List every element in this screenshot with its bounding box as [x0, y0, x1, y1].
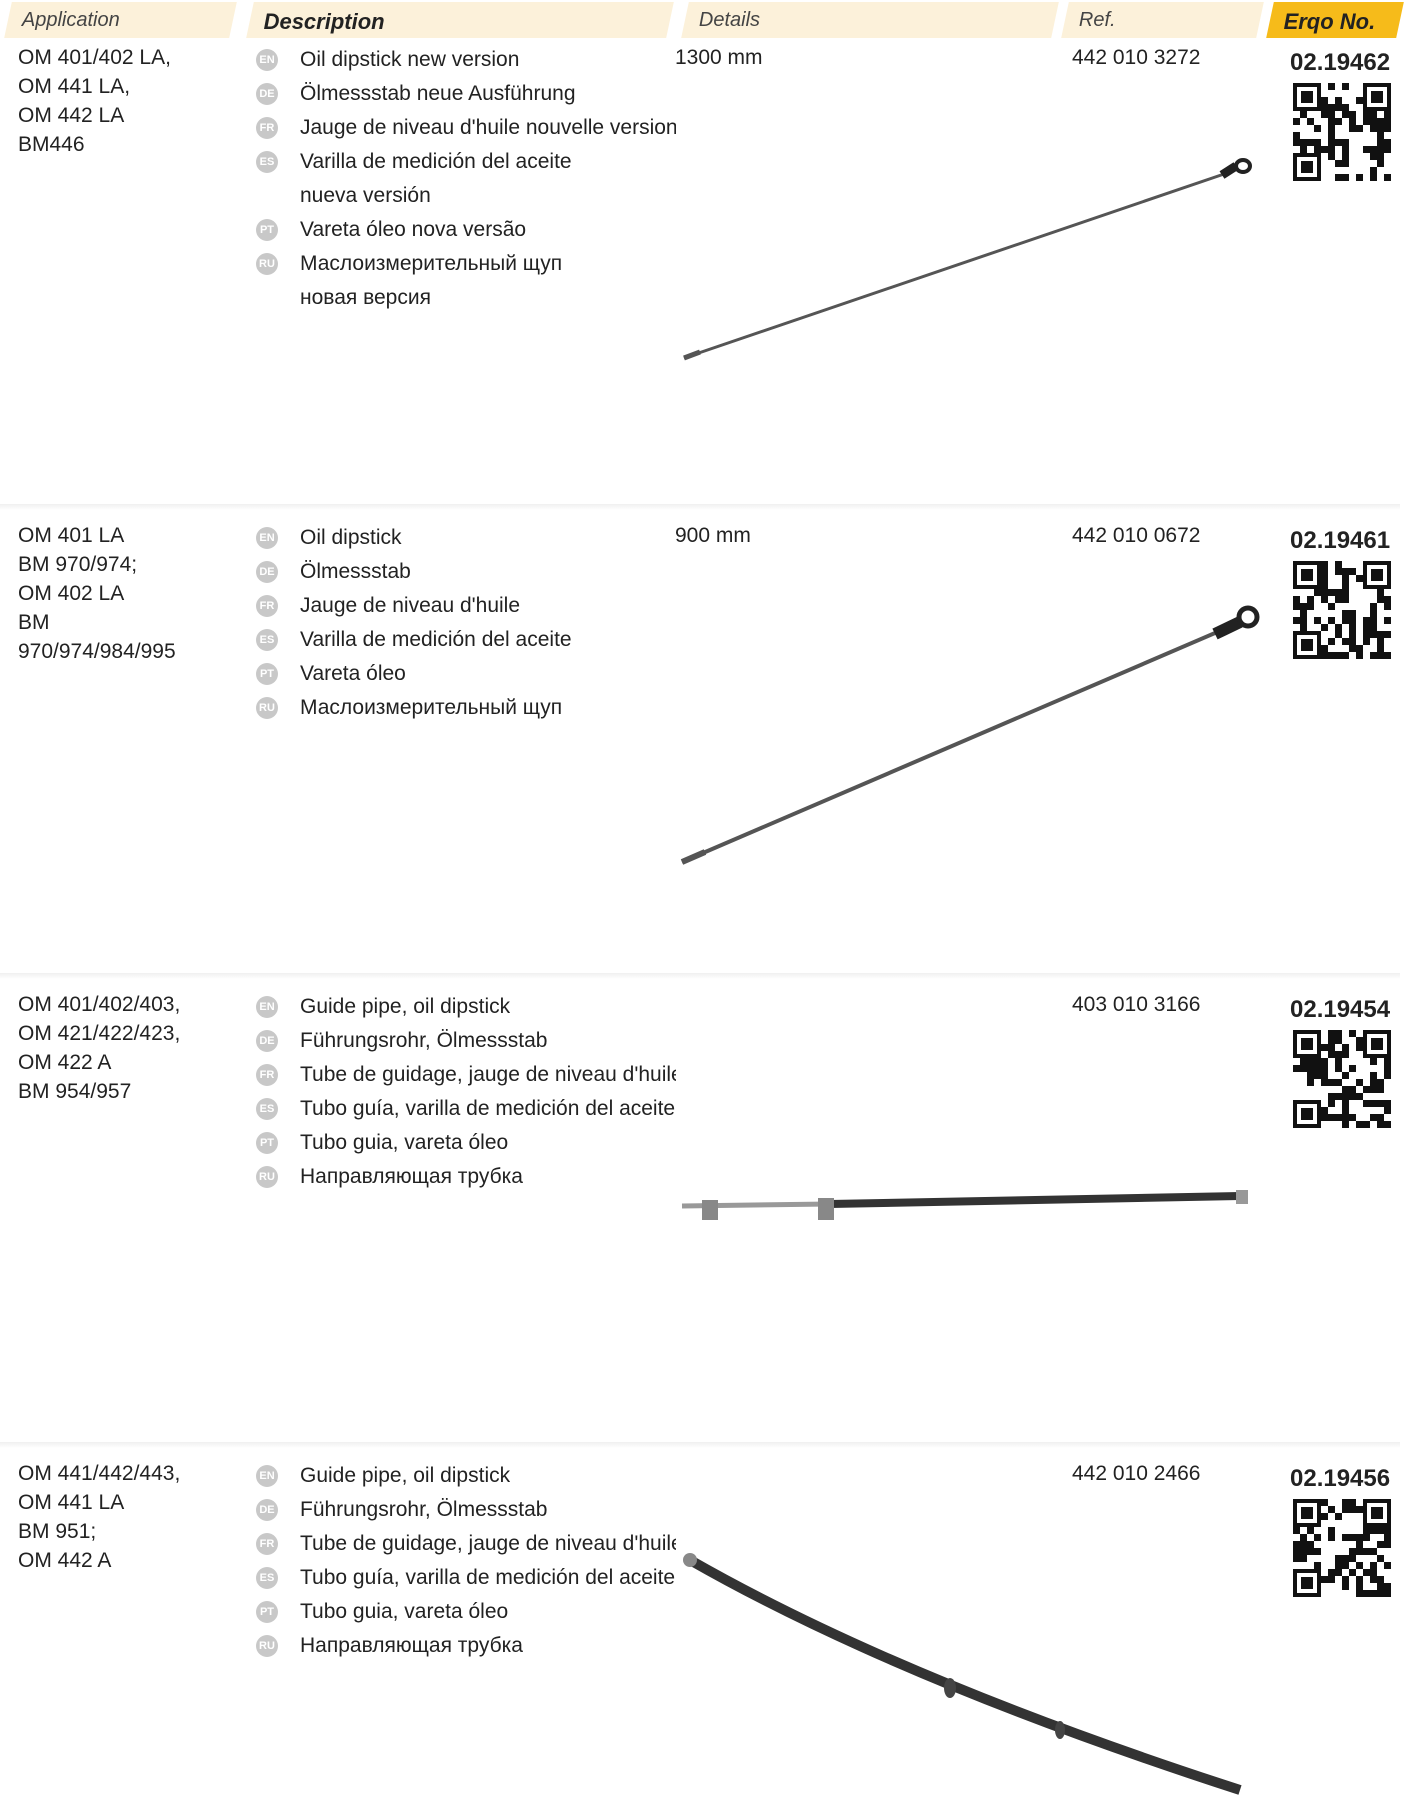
description: Направляющая трубка: [300, 1634, 523, 1657]
application: OM 401/402/403,: [18, 993, 181, 1016]
description: Tube de guidage, jauge de niveau d'huile: [300, 1063, 676, 1086]
language-badge: EN: [256, 996, 278, 1018]
description: Направляющая трубка: [300, 1165, 523, 1188]
dipstick-image: [683, 158, 1252, 361]
application: BM: [18, 611, 50, 634]
application: OM 441/442/443,: [18, 1462, 181, 1485]
description: Führungsrohr, Ölmessstab: [300, 1029, 548, 1052]
details: 1300 mm: [675, 46, 763, 69]
language-badge: EN: [256, 49, 278, 71]
erqo-no: 02.19456: [1290, 1465, 1391, 1492]
application: OM 421/422/423,: [18, 1022, 181, 1045]
ref: 442 010 3272: [1072, 46, 1201, 69]
erqo-no: 02.19454: [1290, 996, 1391, 1023]
row-separator: [0, 1442, 1400, 1448]
details: 900 mm: [675, 524, 751, 547]
language-badge: PT: [256, 663, 278, 685]
description: Führungsrohr, Ölmessstab: [300, 1498, 548, 1521]
description: Tubo guia, vareta óleo: [300, 1600, 509, 1623]
application: OM 401 LA: [18, 524, 125, 547]
dipstick-image: [680, 605, 1260, 865]
language-badge: ES: [256, 1567, 278, 1589]
language-badge: DE: [256, 83, 278, 105]
description: Oil dipstick new version: [300, 48, 520, 71]
application: OM 401/402 LA,: [18, 46, 171, 69]
erqo-no: 02.19461: [1290, 527, 1391, 554]
language-badge: PT: [256, 1132, 278, 1154]
description: Ölmessstab: [300, 560, 411, 583]
ref: 442 010 0672: [1072, 524, 1201, 547]
application: OM 441 LA,: [18, 75, 131, 98]
qr-code: [1293, 83, 1391, 181]
description: Vareta óleo: [300, 662, 406, 685]
description: Varilla de medición del aceite: [300, 628, 572, 651]
language-badge: ES: [256, 1098, 278, 1120]
language-badge: DE: [256, 1499, 278, 1521]
ref: 403 010 3166: [1072, 993, 1201, 1016]
language-badge: FR: [256, 117, 278, 139]
application: BM446: [18, 133, 85, 156]
description: Ölmessstab neue Ausführung: [300, 82, 576, 105]
description: Tubo guía, varilla de medición del aceit…: [300, 1097, 676, 1120]
language-badge: EN: [256, 1465, 278, 1487]
language-badge: RU: [256, 1166, 278, 1188]
language-badge: FR: [256, 1064, 278, 1086]
description: Tubo guía, varilla de medición del aceit…: [300, 1566, 676, 1589]
language-badge: PT: [256, 219, 278, 241]
description: новая версия: [300, 286, 431, 309]
qr-code: [1293, 1030, 1391, 1128]
application: BM 954/957: [18, 1080, 132, 1103]
qr-code: [1293, 1499, 1391, 1597]
language-badge: DE: [256, 561, 278, 583]
description: Guide pipe, oil dipstick: [300, 1464, 511, 1487]
ref: 442 010 2466: [1072, 1462, 1201, 1485]
language-badge: FR: [256, 595, 278, 617]
qr-code: [1293, 561, 1391, 659]
description: Jauge de niveau d'huile: [300, 594, 521, 617]
language-badge: DE: [256, 1030, 278, 1052]
row-separator: [0, 504, 1400, 510]
description: Guide pipe, oil dipstick: [300, 995, 511, 1018]
language-badge: FR: [256, 1533, 278, 1555]
description: Tubo guia, vareta óleo: [300, 1131, 509, 1154]
row-separator: [0, 973, 1400, 979]
application: OM 422 A: [18, 1051, 112, 1074]
description: Маслоизмерительный щуп: [300, 696, 563, 719]
description: Jauge de niveau d'huile nouvelle version: [300, 116, 676, 139]
guide-pipe-image: [681, 1190, 1248, 1220]
language-badge: RU: [256, 1635, 278, 1657]
description: Маслоизмерительный щуп: [300, 252, 563, 275]
application: BM 951;: [18, 1520, 97, 1543]
application: 970/974/984/995: [18, 640, 176, 663]
application: BM 970/974;: [18, 553, 138, 576]
guide-pipe-image: [683, 1553, 1242, 1795]
description: Vareta óleo nova versão: [300, 218, 527, 241]
application: OM 441 LA: [18, 1491, 125, 1514]
description: Oil dipstick: [300, 526, 402, 549]
application: OM 442 LA: [18, 104, 125, 127]
description: Varilla de medición del aceite: [300, 150, 572, 173]
description: nueva versión: [300, 184, 431, 207]
description: Tube de guidage, jauge de niveau d'huile: [300, 1532, 676, 1555]
language-badge: PT: [256, 1601, 278, 1623]
language-badge: EN: [256, 527, 278, 549]
application: OM 442 A: [18, 1549, 112, 1572]
language-badge: RU: [256, 253, 278, 275]
language-badge: ES: [256, 151, 278, 173]
language-badge: ES: [256, 629, 278, 651]
application: OM 402 LA: [18, 582, 125, 605]
erqo-no: 02.19462: [1290, 49, 1391, 76]
language-badge: RU: [256, 697, 278, 719]
